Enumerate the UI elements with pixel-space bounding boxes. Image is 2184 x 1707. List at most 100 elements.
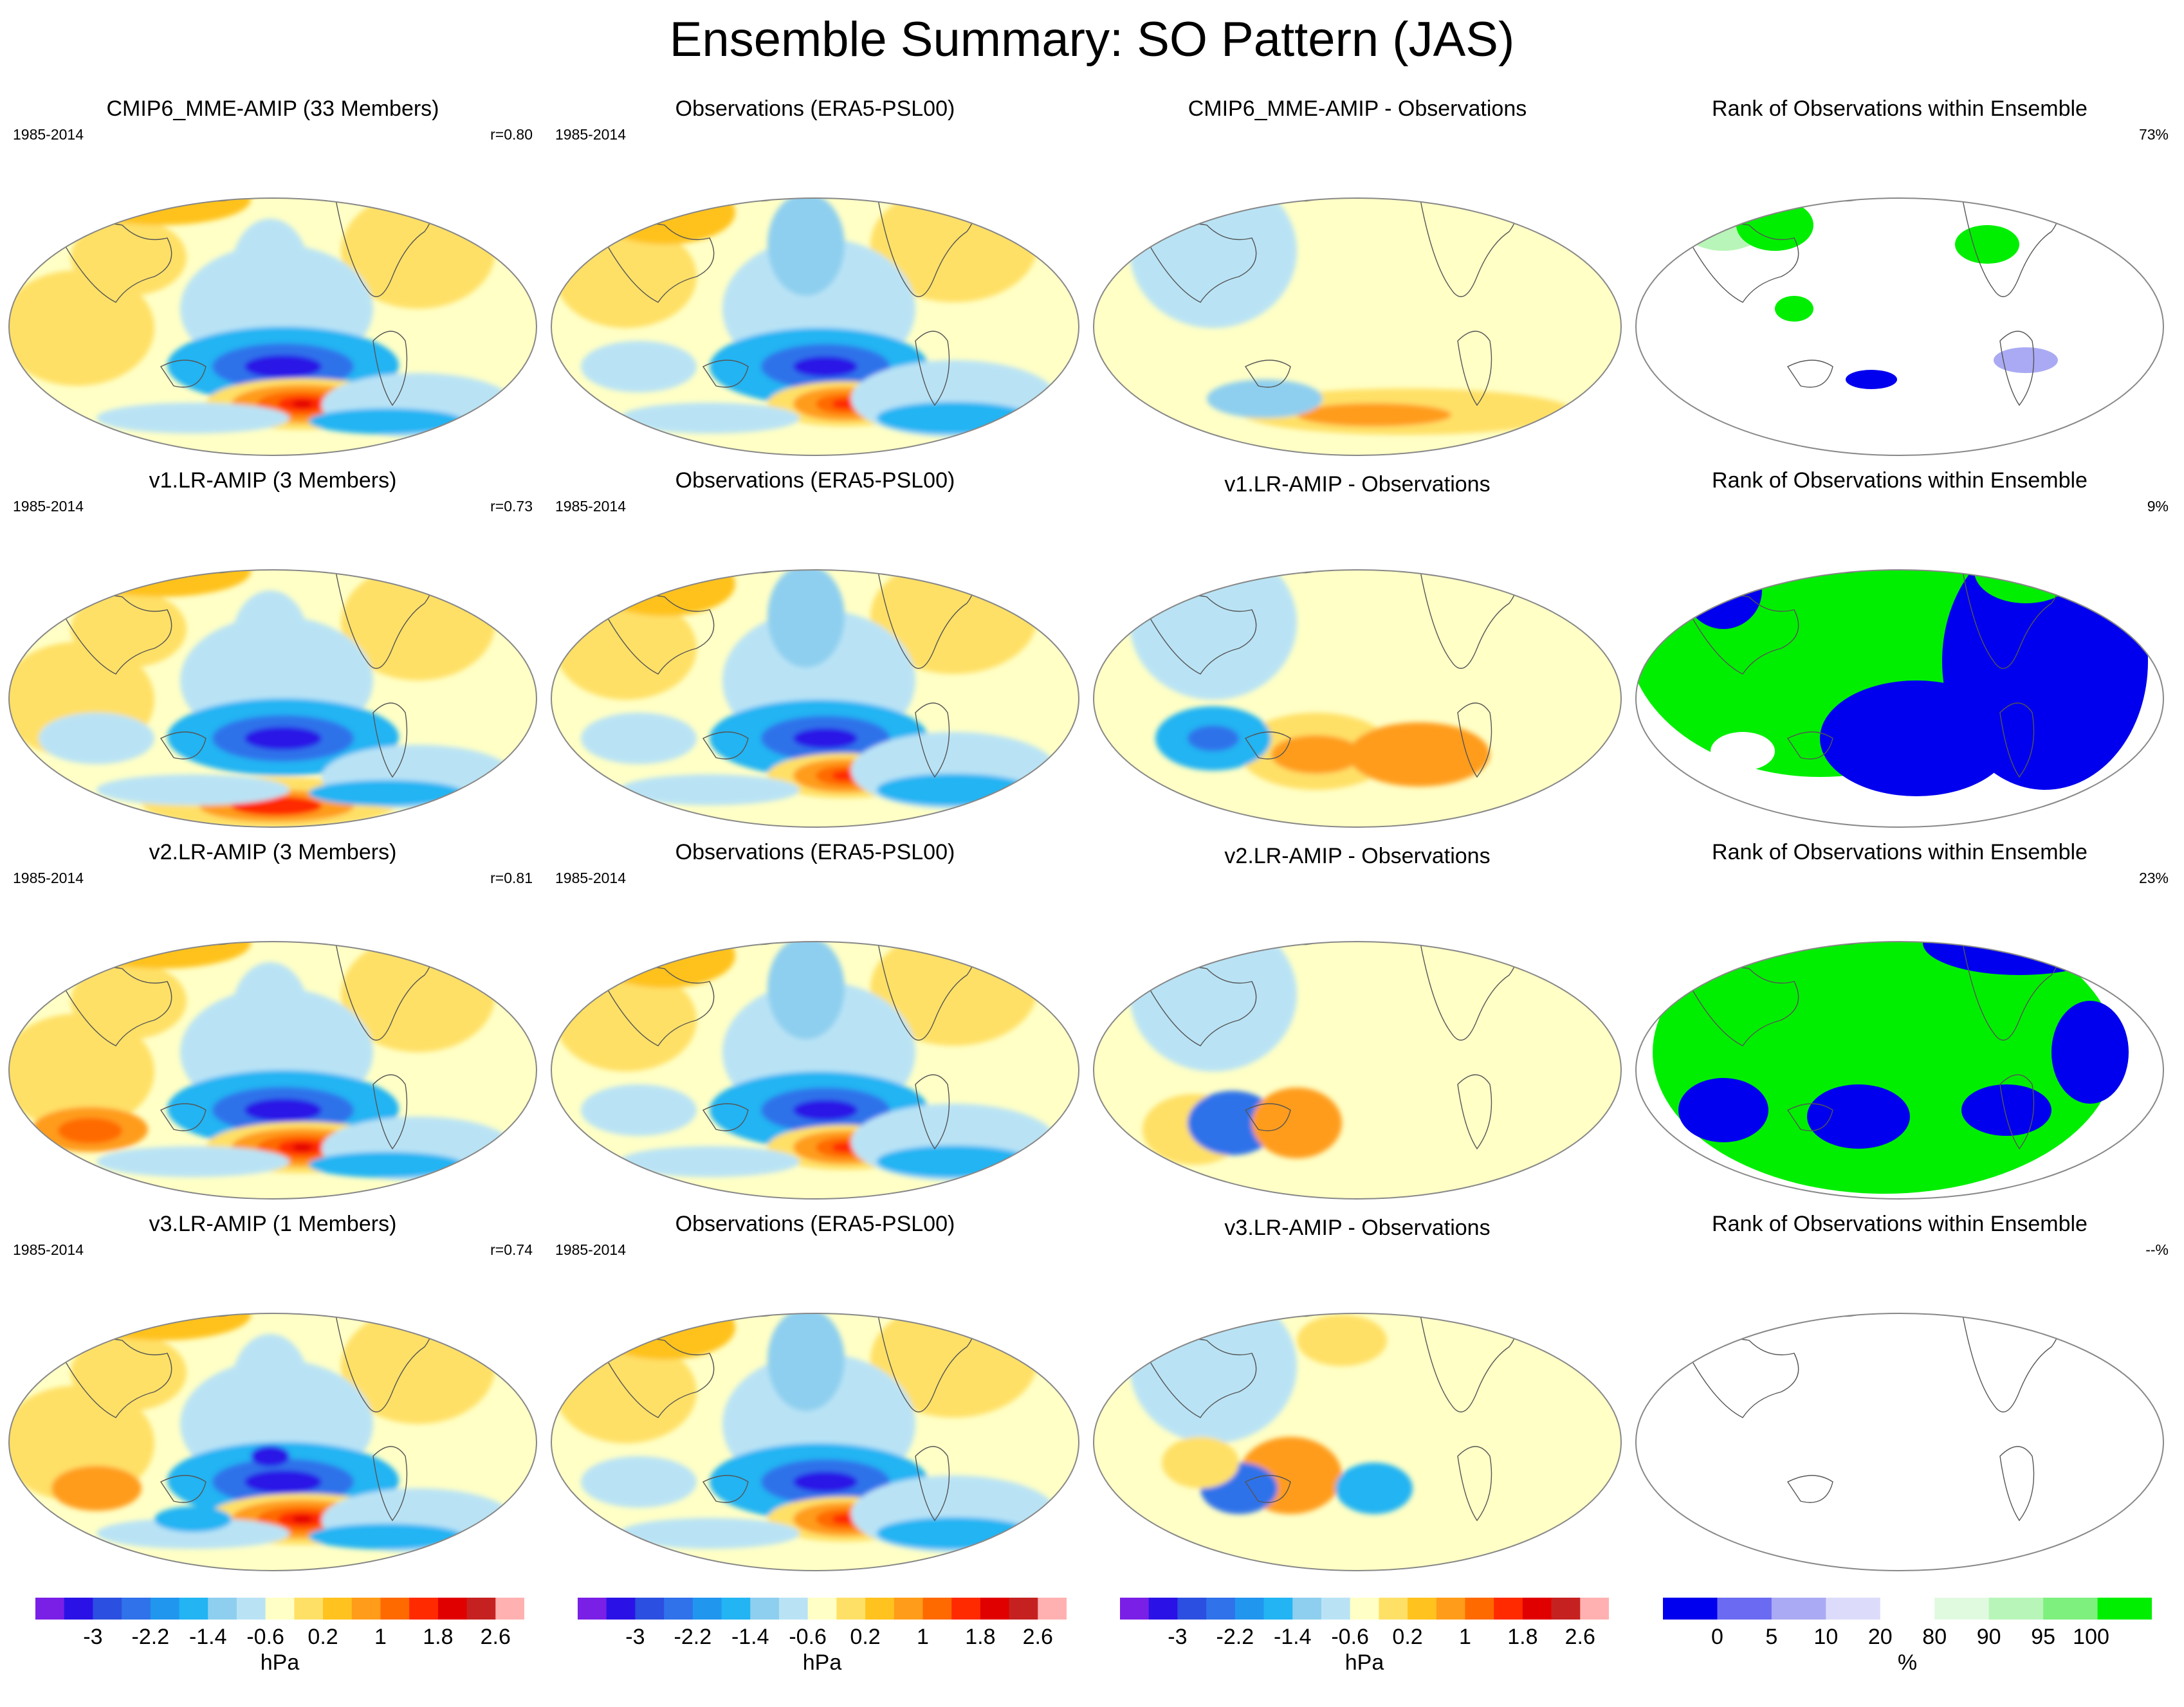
field-contour [71, 942, 251, 969]
field-contour [1846, 370, 1897, 389]
field-contour [832, 1514, 858, 1524]
colorbar-swatch [64, 1598, 93, 1620]
field-contour [832, 771, 858, 781]
panel-title: Observations (ERA5-PSL00) [675, 468, 955, 493]
field-contour [71, 1334, 187, 1411]
field-contour [793, 1472, 858, 1492]
colorbar-swatch [951, 1598, 981, 1620]
field-contour [244, 1099, 322, 1122]
colorbar-tick-label: 0 [1711, 1625, 1723, 1649]
panel-diff-2: v1.LR-AMIP - Observations [1085, 468, 1630, 841]
field-contour [960, 1313, 1025, 1324]
map-field [551, 942, 1079, 1199]
colorbar-swatch [1263, 1598, 1293, 1620]
field-contour [1678, 1078, 1768, 1142]
colorbar-unit-label: % [1897, 1650, 1918, 1675]
field-contour [96, 1146, 289, 1177]
colorbar-swatch [1988, 1598, 2044, 1620]
field-contour [1685, 570, 1762, 629]
field-contour [2051, 1001, 2129, 1104]
colorbar-tick-label: -1.4 [188, 1625, 227, 1649]
colorbar-swatch [2097, 1598, 2152, 1620]
field-contour [767, 1313, 845, 1411]
colorbar-swatch [1379, 1598, 1408, 1620]
field-contour [832, 399, 858, 409]
field-contour [1419, 1273, 1522, 1305]
colorbar-swatch [1465, 1598, 1494, 1620]
colorbar-swatch [380, 1598, 410, 1620]
map-border [551, 569, 1079, 828]
correlation-label: r=0.81 [490, 870, 533, 886]
map-field [1636, 942, 2163, 1199]
field-contour [1130, 198, 1297, 328]
colorbar-swatch [1009, 1598, 1038, 1620]
colorbar-swatch [35, 1598, 65, 1620]
panel-title: Observations (ERA5-PSL00) [675, 840, 955, 864]
colorbar-swatch [1206, 1598, 1236, 1620]
colorbar-swatch [1234, 1598, 1265, 1620]
panel-title: Rank of Observations within Ensemble [1712, 1212, 2088, 1236]
global-map [8, 1313, 537, 1571]
colorbar-swatch [1771, 1598, 1826, 1620]
colorbar-swatch [1580, 1598, 1609, 1620]
field-contour [1130, 570, 1297, 700]
field-contour [581, 1084, 697, 1136]
colorbar-tick-label: 1 [374, 1625, 387, 1649]
colorbar-swatch [922, 1598, 952, 1620]
colorbar-tick-label: 2.6 [1565, 1625, 1595, 1649]
colorbar-tick-label: -1.4 [1273, 1625, 1312, 1649]
colorbar-swatch [208, 1598, 237, 1620]
map-border [8, 569, 537, 828]
colorbar-swatch [437, 1598, 468, 1620]
colorbar-swatch [778, 1598, 809, 1620]
field-contour [1297, 403, 1451, 426]
map-field [1636, 1313, 2163, 1571]
colorbar-tick-label: -2.2 [131, 1625, 170, 1649]
map-border [1093, 941, 1622, 1200]
field-contour [71, 219, 187, 296]
field-contour [619, 403, 800, 434]
panel-rank-1: Rank of Observations within Ensemble 73% [1627, 96, 2172, 470]
field-contour [594, 570, 735, 616]
field-contour [292, 1144, 313, 1151]
field-contour [154, 1506, 232, 1532]
field-contour [412, 1313, 489, 1347]
colorbar-swatch [1522, 1598, 1552, 1620]
field-contour [1820, 680, 2013, 796]
global-map [551, 941, 1079, 1200]
colorbar-swatch [1717, 1598, 1772, 1620]
field-contour [1271, 735, 1361, 774]
field-contour [1509, 526, 1586, 565]
panel-model-1: CMIP6_MME-AMIP (33 Members) 1985-2014 r=0.… [0, 96, 546, 470]
period-label: 1985-2014 [555, 126, 626, 143]
colorbar-swatch [1148, 1598, 1178, 1620]
period-label: 1985-2014 [13, 870, 84, 886]
field-contour [1775, 296, 1813, 322]
panel-diff-4: v3.LR-AMIP - Observations [1085, 1212, 1630, 1585]
field-contour [594, 198, 735, 244]
colorbar-swatch [980, 1598, 1010, 1620]
panel-diff-3: v2.LR-AMIP - Observations [1085, 840, 1630, 1213]
colorbar-swatch [1663, 1598, 1718, 1620]
map-field [1094, 901, 1621, 1199]
colorbar-tick-label: 0.2 [850, 1625, 881, 1649]
field-contour [1130, 1313, 1297, 1443]
field-contour [1419, 158, 1522, 190]
rank-percent-label: --% [2145, 1241, 2169, 1258]
panel-title: v1.LR-AMIP - Observations [1224, 472, 1491, 497]
colorbar-hpa: -3 -2.2 -1.4 -0.6 0.2 1 1.8 2.6 hPa [1120, 1598, 1609, 1707]
field-contour [51, 1466, 142, 1511]
colorbar-tick-label: 2.6 [480, 1625, 511, 1649]
panel-rank-4: Rank of Observations within Ensemble --% [1627, 1212, 2172, 1585]
panel-title: Rank of Observations within Ensemble [1712, 468, 2088, 493]
panel-title: Observations (ERA5-PSL00) [675, 96, 955, 121]
colorbar-swatch [179, 1598, 208, 1620]
field-contour [976, 175, 1009, 198]
field-contour [412, 942, 489, 975]
field-contour [1252, 1088, 1342, 1158]
field-contour [619, 1518, 800, 1549]
colorbar-swatch [351, 1598, 381, 1620]
colorbar-swatch [122, 1598, 151, 1620]
field-contour [1522, 1313, 1574, 1321]
field-contour [1419, 901, 1522, 933]
